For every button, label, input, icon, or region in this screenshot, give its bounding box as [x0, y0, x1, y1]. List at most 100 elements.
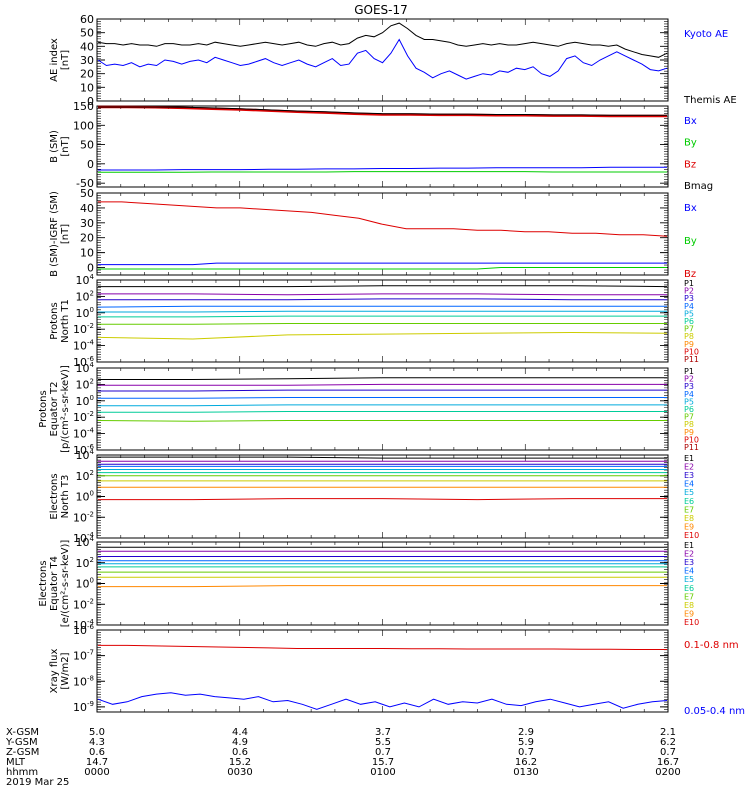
legend-entry: E5 [684, 488, 694, 497]
legend-entry: P10 [684, 435, 699, 444]
x-ticks [120, 542, 645, 625]
series-p3 [98, 298, 667, 301]
y-axis-label: B (SM)-IGRF (SM) [49, 191, 60, 277]
legend-entry: Themis AE [683, 95, 737, 106]
series-p6 [98, 411, 667, 413]
y-tick-label: 20 [80, 68, 94, 81]
panel-frame [96, 541, 669, 626]
minor-ticks [97, 105, 668, 188]
y-axis-label: Protons [49, 302, 60, 339]
y-tick-label: 10-4 [73, 427, 95, 441]
legend-entry: By [684, 138, 697, 149]
legend-entry: E8 [684, 514, 694, 523]
y-tick-label: 10-2 [73, 510, 94, 524]
y-tick-label: -50 [76, 177, 94, 190]
series-p4 [98, 397, 667, 399]
y-axis-label: Electrons [49, 473, 60, 519]
orbit-row-label: hhmm [6, 767, 38, 778]
legend-entry: E5 [684, 575, 694, 584]
minor-ticks [97, 367, 668, 451]
legend-entry: P9 [684, 428, 694, 437]
legend-entry: P4 [684, 390, 694, 399]
series-0-05-0-4-nm [97, 692, 668, 710]
x-ticks [120, 455, 645, 538]
series-e10 [98, 498, 667, 501]
series-p7 [97, 420, 667, 422]
legend-entry: E4 [684, 480, 694, 489]
orbit-value: 4.3 [89, 737, 105, 748]
y-tick-label: 10-2 [73, 322, 94, 336]
y-axis-label: Electrons [38, 560, 49, 606]
orbit-value: 0.6 [232, 747, 248, 758]
y-tick-label: 150 [73, 100, 94, 113]
minor-ticks [97, 629, 668, 713]
panel-frame [96, 629, 669, 713]
legend-entry: Bz [684, 159, 696, 170]
panel-frame [96, 18, 669, 102]
panel-frame [96, 454, 669, 539]
y-tick-label: 50 [80, 139, 94, 152]
y-tick-label: 0 [87, 158, 94, 171]
series-bx [98, 262, 667, 266]
y-tick-label: 10-7 [73, 649, 94, 663]
orbit-row-label: Y-GSM [5, 737, 38, 748]
series-p4 [97, 305, 667, 308]
panel-frame [96, 279, 669, 363]
orbit-value: 0030 [227, 767, 252, 778]
orbit-info-table: X-GSMY-GSMZ-GSMMLThhmm5.04.30.614.700004… [5, 727, 681, 788]
panel-frame [96, 105, 669, 188]
orbit-value: 0130 [513, 767, 538, 778]
legend-entry: E9 [684, 609, 694, 618]
y-axis-label: Xray flux [49, 649, 60, 694]
orbit-value: 0000 [84, 767, 109, 778]
orbit-row-label: Z-GSM [6, 747, 39, 758]
y-tick-label: 20 [80, 232, 94, 245]
panel-2: 150 100 50 0 -50 B (SM) [nT] Bx By Bz Bmag [49, 100, 713, 192]
series-p2 [98, 293, 667, 296]
series-p2 [98, 383, 667, 386]
series-bmag [98, 106, 667, 116]
orbit-value: 15.2 [229, 757, 251, 768]
y-axis-label: [W/m2] [60, 652, 71, 689]
series-p5 [98, 404, 667, 407]
y-tick-label: 104 [76, 273, 95, 287]
series-p6 [98, 315, 667, 318]
plot-date: 2019 Mar 25 [6, 777, 69, 788]
legend-entry: P3 [684, 382, 694, 391]
y-tick-label: 10-6 [73, 623, 95, 637]
legend-entry: Kyoto AE [684, 29, 728, 40]
y-tick-label: 30 [80, 54, 94, 67]
legend-entry: Bz [684, 269, 696, 280]
legend-entry: P11 [684, 355, 699, 364]
series-p1 [98, 377, 667, 380]
legend-entry: E6 [684, 497, 694, 506]
legend-entry: P4 [684, 302, 694, 311]
y-axis-label: AE index [49, 38, 60, 82]
panel-frame [96, 367, 669, 451]
y-tick-label: 60 [80, 13, 94, 26]
series-themis-ae [97, 22, 668, 58]
y-tick-label: 30 [80, 217, 94, 230]
legend-entry: 0.1-0.8 nm [684, 640, 739, 651]
legend-entry: P3 [684, 294, 694, 303]
legend-entry: E8 [684, 601, 694, 610]
series-by [98, 171, 667, 173]
orbit-value: 4.4 [232, 727, 248, 738]
series-p7 [98, 323, 667, 325]
y-axis-label: Equator T4 [49, 556, 60, 611]
y-tick-label: 50 [80, 187, 94, 200]
y-axis-label: [e/(cm²-s-sr-keV)] [60, 540, 71, 628]
y-tick-label: 100 [76, 394, 94, 408]
y-axis-label: [nT] [60, 50, 71, 70]
y-tick-label: 102 [76, 377, 94, 391]
series-0-1-0-8-nm [98, 644, 667, 650]
legend-entry: 0.05-0.4 nm [684, 706, 745, 717]
y-tick-label: 104 [76, 361, 95, 375]
plot-title: GOES-17 [354, 3, 408, 17]
legend-entry: E2 [684, 550, 694, 559]
legend-entry: P5 [684, 309, 694, 318]
series-p8 [97, 331, 668, 340]
